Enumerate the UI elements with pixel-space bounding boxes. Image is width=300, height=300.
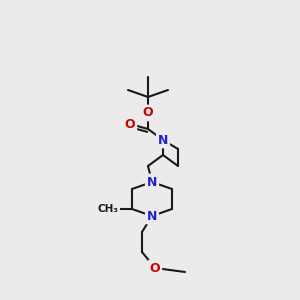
- Text: O: O: [150, 262, 160, 275]
- Text: N: N: [147, 176, 157, 188]
- Text: CH₃: CH₃: [98, 204, 118, 214]
- Text: O: O: [125, 118, 135, 130]
- Text: N: N: [158, 134, 168, 146]
- Text: N: N: [147, 209, 157, 223]
- Text: O: O: [143, 106, 153, 119]
